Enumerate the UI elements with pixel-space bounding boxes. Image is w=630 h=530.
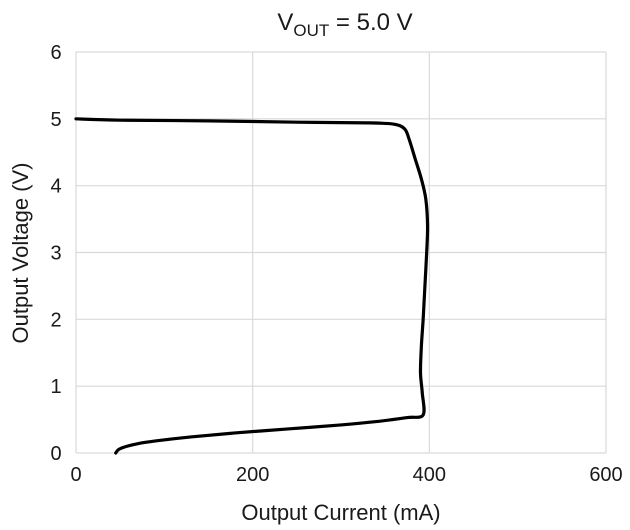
y-tick-label: 4 <box>50 176 61 198</box>
x-tick-label: 200 <box>236 464 269 486</box>
x-tick-label: 400 <box>413 464 446 486</box>
chart-title-base: V <box>277 9 293 36</box>
y-tick-label: 0 <box>50 443 61 465</box>
x-tick-label: 600 <box>589 464 622 486</box>
y-tick-label: 2 <box>50 309 61 331</box>
x-tick-label: 0 <box>70 464 81 486</box>
y-axis-title: Output Voltage (V) <box>8 163 33 344</box>
y-tick-label: 5 <box>50 109 61 131</box>
chart-title: VOUT = 5.0 V <box>277 9 412 40</box>
y-tick-label: 6 <box>50 42 61 64</box>
series-layer <box>74 117 430 455</box>
tick-labels: 0 1 2 3 4 5 6 0 200 400 600 <box>50 42 622 486</box>
grid <box>75 51 607 454</box>
x-axis-title: Output Current (mA) <box>241 500 440 525</box>
y-tick-label: 3 <box>50 243 61 265</box>
series-line <box>74 117 430 455</box>
chart-title-rest: = 5.0 V <box>329 9 412 36</box>
chart-title-subscript: OUT <box>293 21 329 40</box>
y-tick-label: 1 <box>50 376 61 398</box>
